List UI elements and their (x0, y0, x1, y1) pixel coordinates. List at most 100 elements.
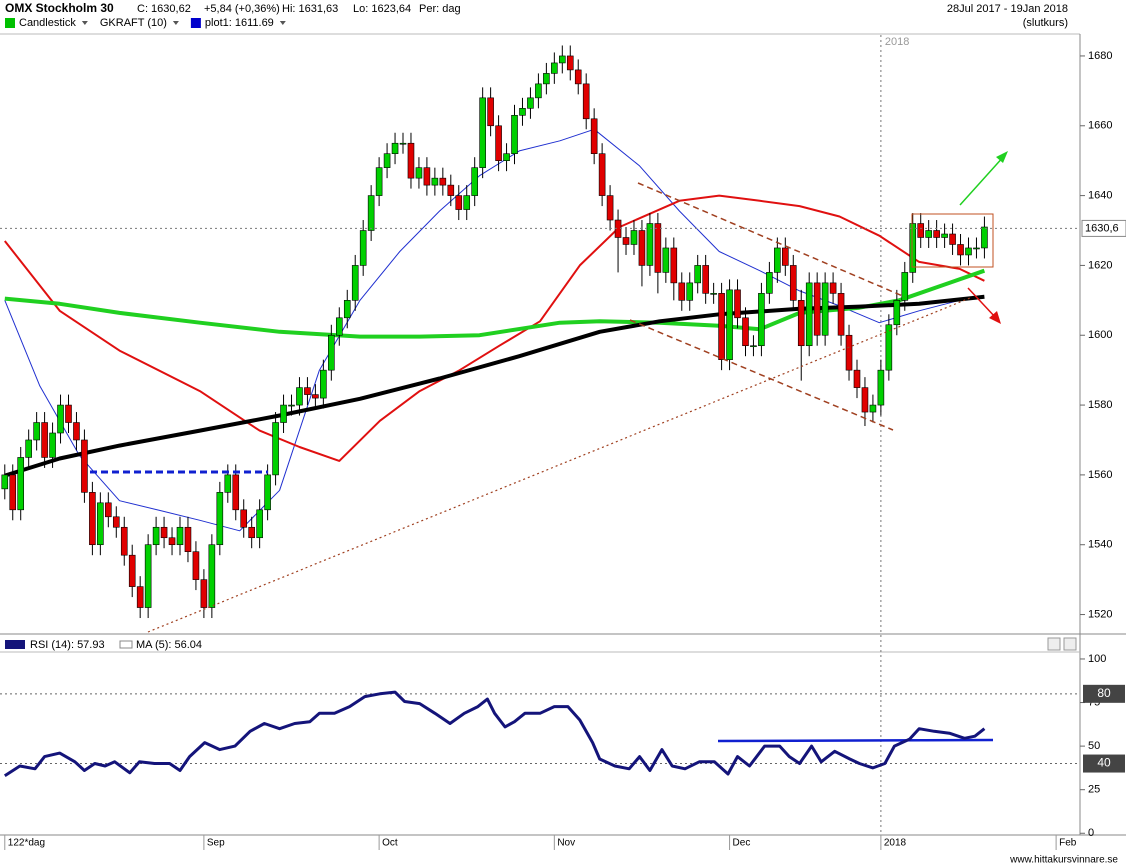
legend-swatch (5, 18, 15, 28)
candle-body (495, 125, 502, 161)
legend-swatch (190, 18, 201, 28)
candle-body (128, 554, 136, 587)
dropdown (81, 21, 88, 25)
y-tick-label: 1660 (1088, 120, 1112, 132)
candle-body (734, 289, 741, 319)
candle-body (654, 223, 662, 273)
channel-line (637, 182, 906, 298)
title: OMX Stockholm 30 (5, 1, 114, 15)
candle-body (176, 526, 184, 546)
candle-body (726, 289, 733, 360)
candle-body (766, 272, 773, 294)
last-price-label: 1630,6 (1085, 222, 1119, 234)
candle-body (861, 387, 869, 413)
rsi-line (3, 690, 986, 777)
tool-icon[interactable] (1063, 637, 1077, 651)
candle-body (17, 457, 25, 511)
legend-entry: GKRAFT (10) (100, 17, 167, 29)
footer-site: www.hittakursvinnare.se (1009, 855, 1118, 866)
candle-body (598, 153, 606, 196)
candle-body (97, 502, 104, 546)
candle-body (479, 97, 486, 168)
candle-body (335, 317, 343, 336)
candle-body (917, 223, 925, 238)
level-box (1083, 684, 1125, 703)
candle-body (622, 237, 630, 245)
candle-body (837, 293, 845, 336)
arrow (967, 287, 997, 319)
candle-body (750, 345, 757, 348)
range-box (911, 213, 994, 268)
x-tick-label: 2018 (884, 838, 907, 849)
candle-body (272, 422, 279, 476)
candle-body (423, 167, 431, 186)
y-tick-label: 1520 (1088, 608, 1112, 620)
candle-body (941, 233, 948, 238)
candle-body (606, 195, 614, 221)
price-panel: 1520 1540 1560 1580 1600 1620 1640 1660 1680 2018… (0, 35, 1126, 835)
candle-body (519, 108, 526, 116)
candle-body (893, 300, 901, 326)
change: +5,84 (+0,36%) (204, 3, 280, 15)
candle-body (264, 474, 271, 511)
last-price-box (1081, 219, 1126, 237)
candle-body (686, 282, 694, 301)
legend-entry: Candlestick (19, 17, 76, 29)
candle-body (343, 300, 351, 319)
candle-body (949, 233, 956, 245)
y-tick-label: 1600 (1088, 329, 1112, 341)
candle-body (702, 265, 709, 294)
candle-body (957, 244, 964, 256)
candle-body (9, 474, 17, 511)
candle-body (359, 230, 367, 266)
close: C: 1630,62 (137, 3, 191, 15)
y-tick-label: 1560 (1088, 469, 1112, 481)
candle-body (694, 265, 701, 284)
x-tick-label: 122*dag (8, 838, 45, 849)
legend-swatch (5, 640, 25, 649)
candle-body (383, 153, 391, 168)
candle-body (527, 97, 534, 109)
x-tick-label: Dec (733, 838, 751, 849)
candle-body (678, 282, 686, 301)
candle-body (551, 62, 558, 74)
candle-body (1, 474, 9, 490)
low: Lo: 1623,64 (353, 3, 411, 15)
candle-body (81, 439, 88, 493)
arrow-head (996, 151, 1008, 163)
candle-body (559, 55, 566, 64)
candle-body (590, 118, 598, 155)
y-tick-label: 100 (1088, 653, 1106, 665)
candle-body (630, 230, 638, 245)
rsi-ma-label: MA (5): 56.04 (136, 639, 202, 651)
candle-body (487, 97, 494, 127)
y-tick-label: 1620 (1088, 259, 1112, 271)
candle-body (710, 293, 717, 295)
tool-icon[interactable] (1047, 637, 1061, 651)
candle-body (742, 317, 749, 347)
x-tick-label: Sep (207, 838, 225, 849)
candle-body (216, 492, 224, 546)
candle-body (973, 247, 980, 250)
legend: Candlestick GKRAFT (10) plot1: 1611.69 (5, 17, 286, 29)
rsi-title: RSI (14): 57.93 (30, 639, 105, 651)
candle-body (280, 404, 287, 423)
candle-body (288, 404, 295, 407)
candle-body (582, 83, 590, 120)
arrow (959, 154, 1006, 206)
candle-body (367, 195, 375, 231)
x-tick-label: Feb (1059, 838, 1077, 849)
x-tick-label: Nov (557, 838, 575, 849)
candle-body (638, 230, 646, 266)
candle-body (774, 247, 781, 273)
candle-body (869, 404, 877, 413)
candle-body (925, 230, 932, 238)
candle-body (89, 492, 96, 546)
candle-body (208, 544, 216, 608)
candle-body (391, 142, 399, 155)
candle-body (312, 394, 319, 399)
y-tick-label: 1580 (1088, 399, 1112, 411)
candle-body (65, 404, 72, 423)
candle-body (805, 282, 813, 347)
